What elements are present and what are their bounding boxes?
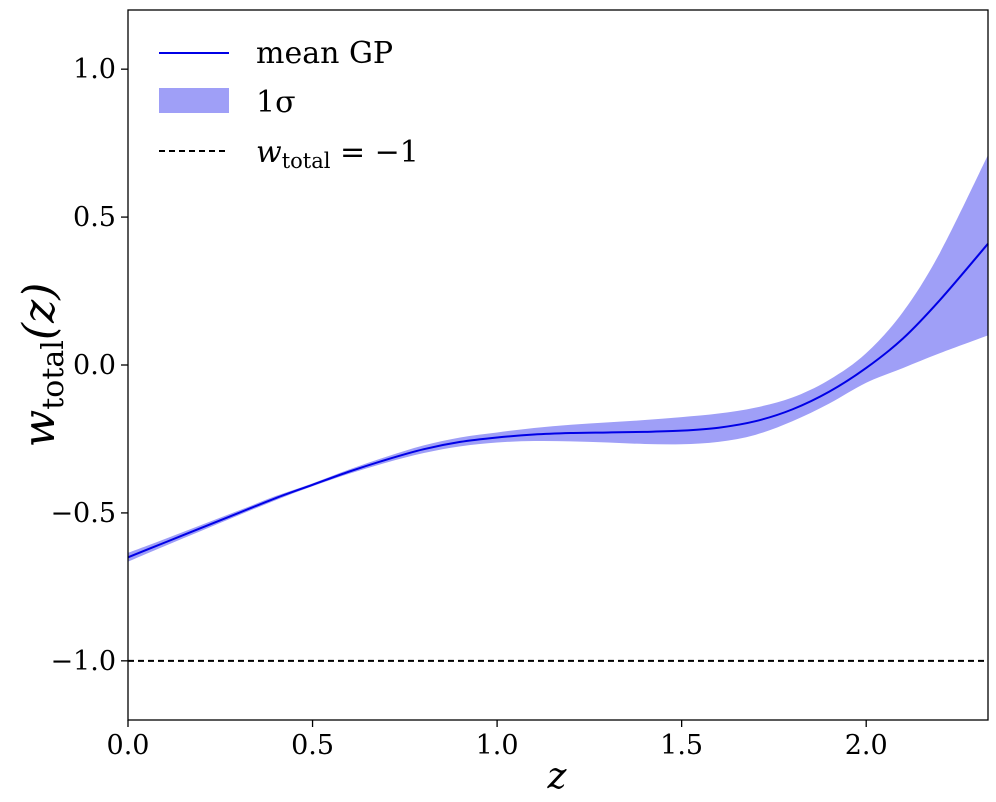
sigma-band-layer — [128, 154, 988, 562]
y-axis-label-arg: (z) — [14, 283, 65, 341]
legend-reference-label-rest: = −1 — [330, 135, 418, 170]
legend-band-swatch — [159, 88, 229, 113]
y-tick-label: −0.5 — [50, 498, 116, 529]
legend-reference-label-main: w — [256, 135, 282, 170]
x-tick-label: 2.0 — [845, 730, 888, 761]
x-tick-label: 0.0 — [107, 730, 150, 761]
y-tick-label: 0.0 — [73, 350, 116, 381]
y-axis-ticks: −1.0 −0.5 0.0 0.5 1.0 — [50, 54, 128, 677]
y-axis-label-main: w — [14, 410, 65, 448]
legend: mean GP 1σ wtotal = −1 — [159, 36, 419, 173]
mean-line-layer — [127, 243, 989, 559]
y-tick-label: −1.0 — [50, 646, 116, 677]
legend-reference-label: wtotal = −1 — [256, 135, 419, 173]
sigma-band — [128, 154, 988, 562]
legend-reference-label-sub: total — [282, 149, 331, 173]
y-tick-label: 1.0 — [73, 54, 116, 85]
legend-mean-label: mean GP — [256, 36, 393, 71]
y-tick-label: 0.5 — [73, 202, 116, 233]
y-axis-label-sub: total — [36, 340, 71, 410]
y-axis-label: wtotal(z) — [14, 283, 71, 448]
x-axis-label: z — [547, 756, 568, 797]
x-tick-label: 0.5 — [291, 730, 334, 761]
mean-gp-line — [127, 243, 989, 559]
x-tick-label: 1.0 — [476, 730, 519, 761]
x-tick-label: 1.5 — [660, 730, 703, 761]
legend-band-label: 1σ — [256, 85, 296, 120]
x-axis-ticks: 0.0 0.5 1.0 1.5 2.0 — [107, 720, 888, 761]
